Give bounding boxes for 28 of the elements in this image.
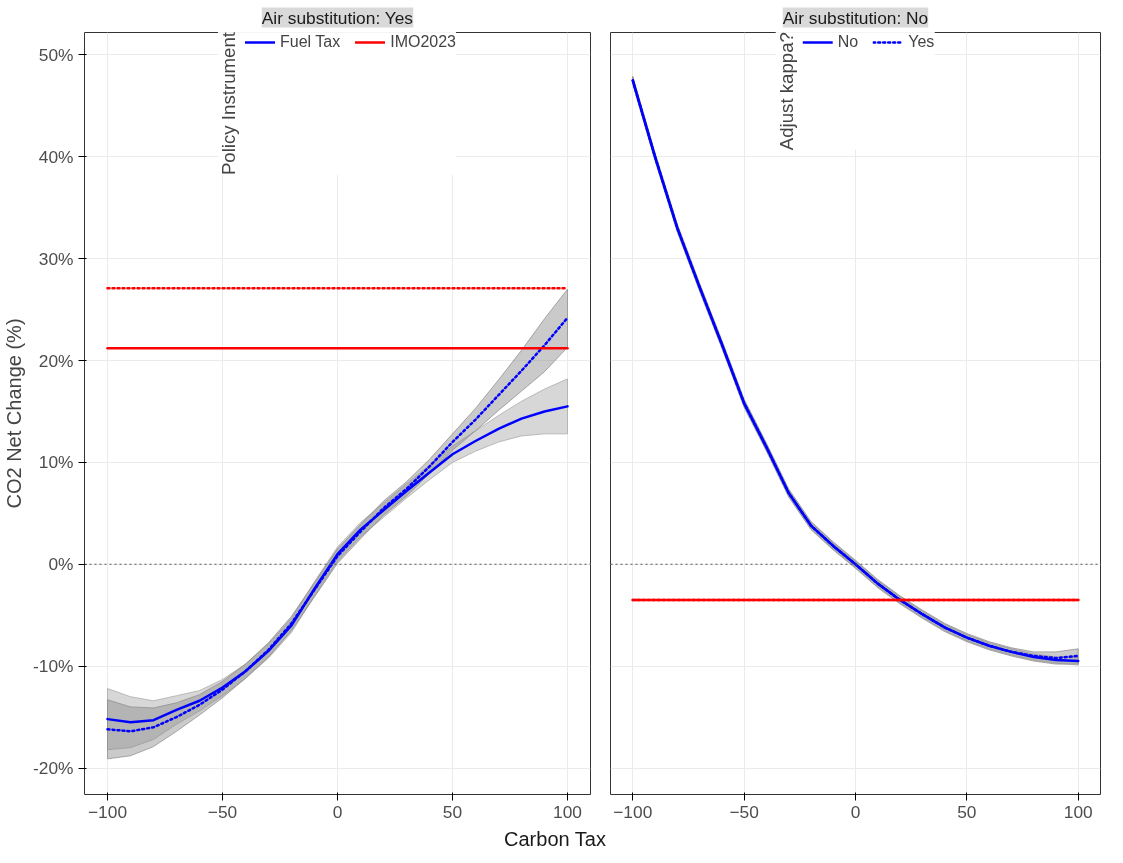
chart-title: Air substitution: No [782, 7, 929, 28]
legend-label: No [837, 33, 859, 51]
y-tick-label: 10% [38, 452, 74, 473]
x-axis-title: Carbon Tax [504, 827, 606, 852]
x-tick-label: 100 [1063, 801, 1093, 822]
legend-title: Adjust kappa? [775, 32, 798, 151]
x-tick-label: 50 [957, 801, 977, 822]
x-tick-label: −100 [613, 801, 653, 822]
x-tick-label: 100 [553, 801, 582, 822]
y-axis-title: CO2 Net Change (%) [3, 318, 26, 509]
legend-label: Fuel Tax [280, 33, 341, 51]
y-tick-label: -10% [33, 656, 74, 677]
y-tick-label: 50% [38, 44, 74, 65]
legend-label: IMO2023 [390, 33, 456, 51]
y-tick-label: 20% [38, 350, 74, 371]
chart-title: Air substitution: Yes [261, 7, 414, 28]
legend-title: Policy Instrument [218, 32, 240, 176]
x-tick-label: −50 [207, 801, 238, 822]
legend-label: Yes [908, 33, 935, 51]
y-tick-label: 40% [38, 146, 74, 167]
x-tick-label: −100 [87, 801, 128, 822]
y-tick-label: 30% [38, 248, 74, 269]
x-tick-label: 50 [442, 801, 463, 822]
x-tick-label: 0 [850, 801, 861, 822]
y-tick-label: 0% [48, 554, 74, 575]
y-tick-label: -20% [33, 758, 74, 779]
x-tick-label: 0 [332, 801, 343, 822]
x-tick-label: −50 [729, 801, 759, 822]
